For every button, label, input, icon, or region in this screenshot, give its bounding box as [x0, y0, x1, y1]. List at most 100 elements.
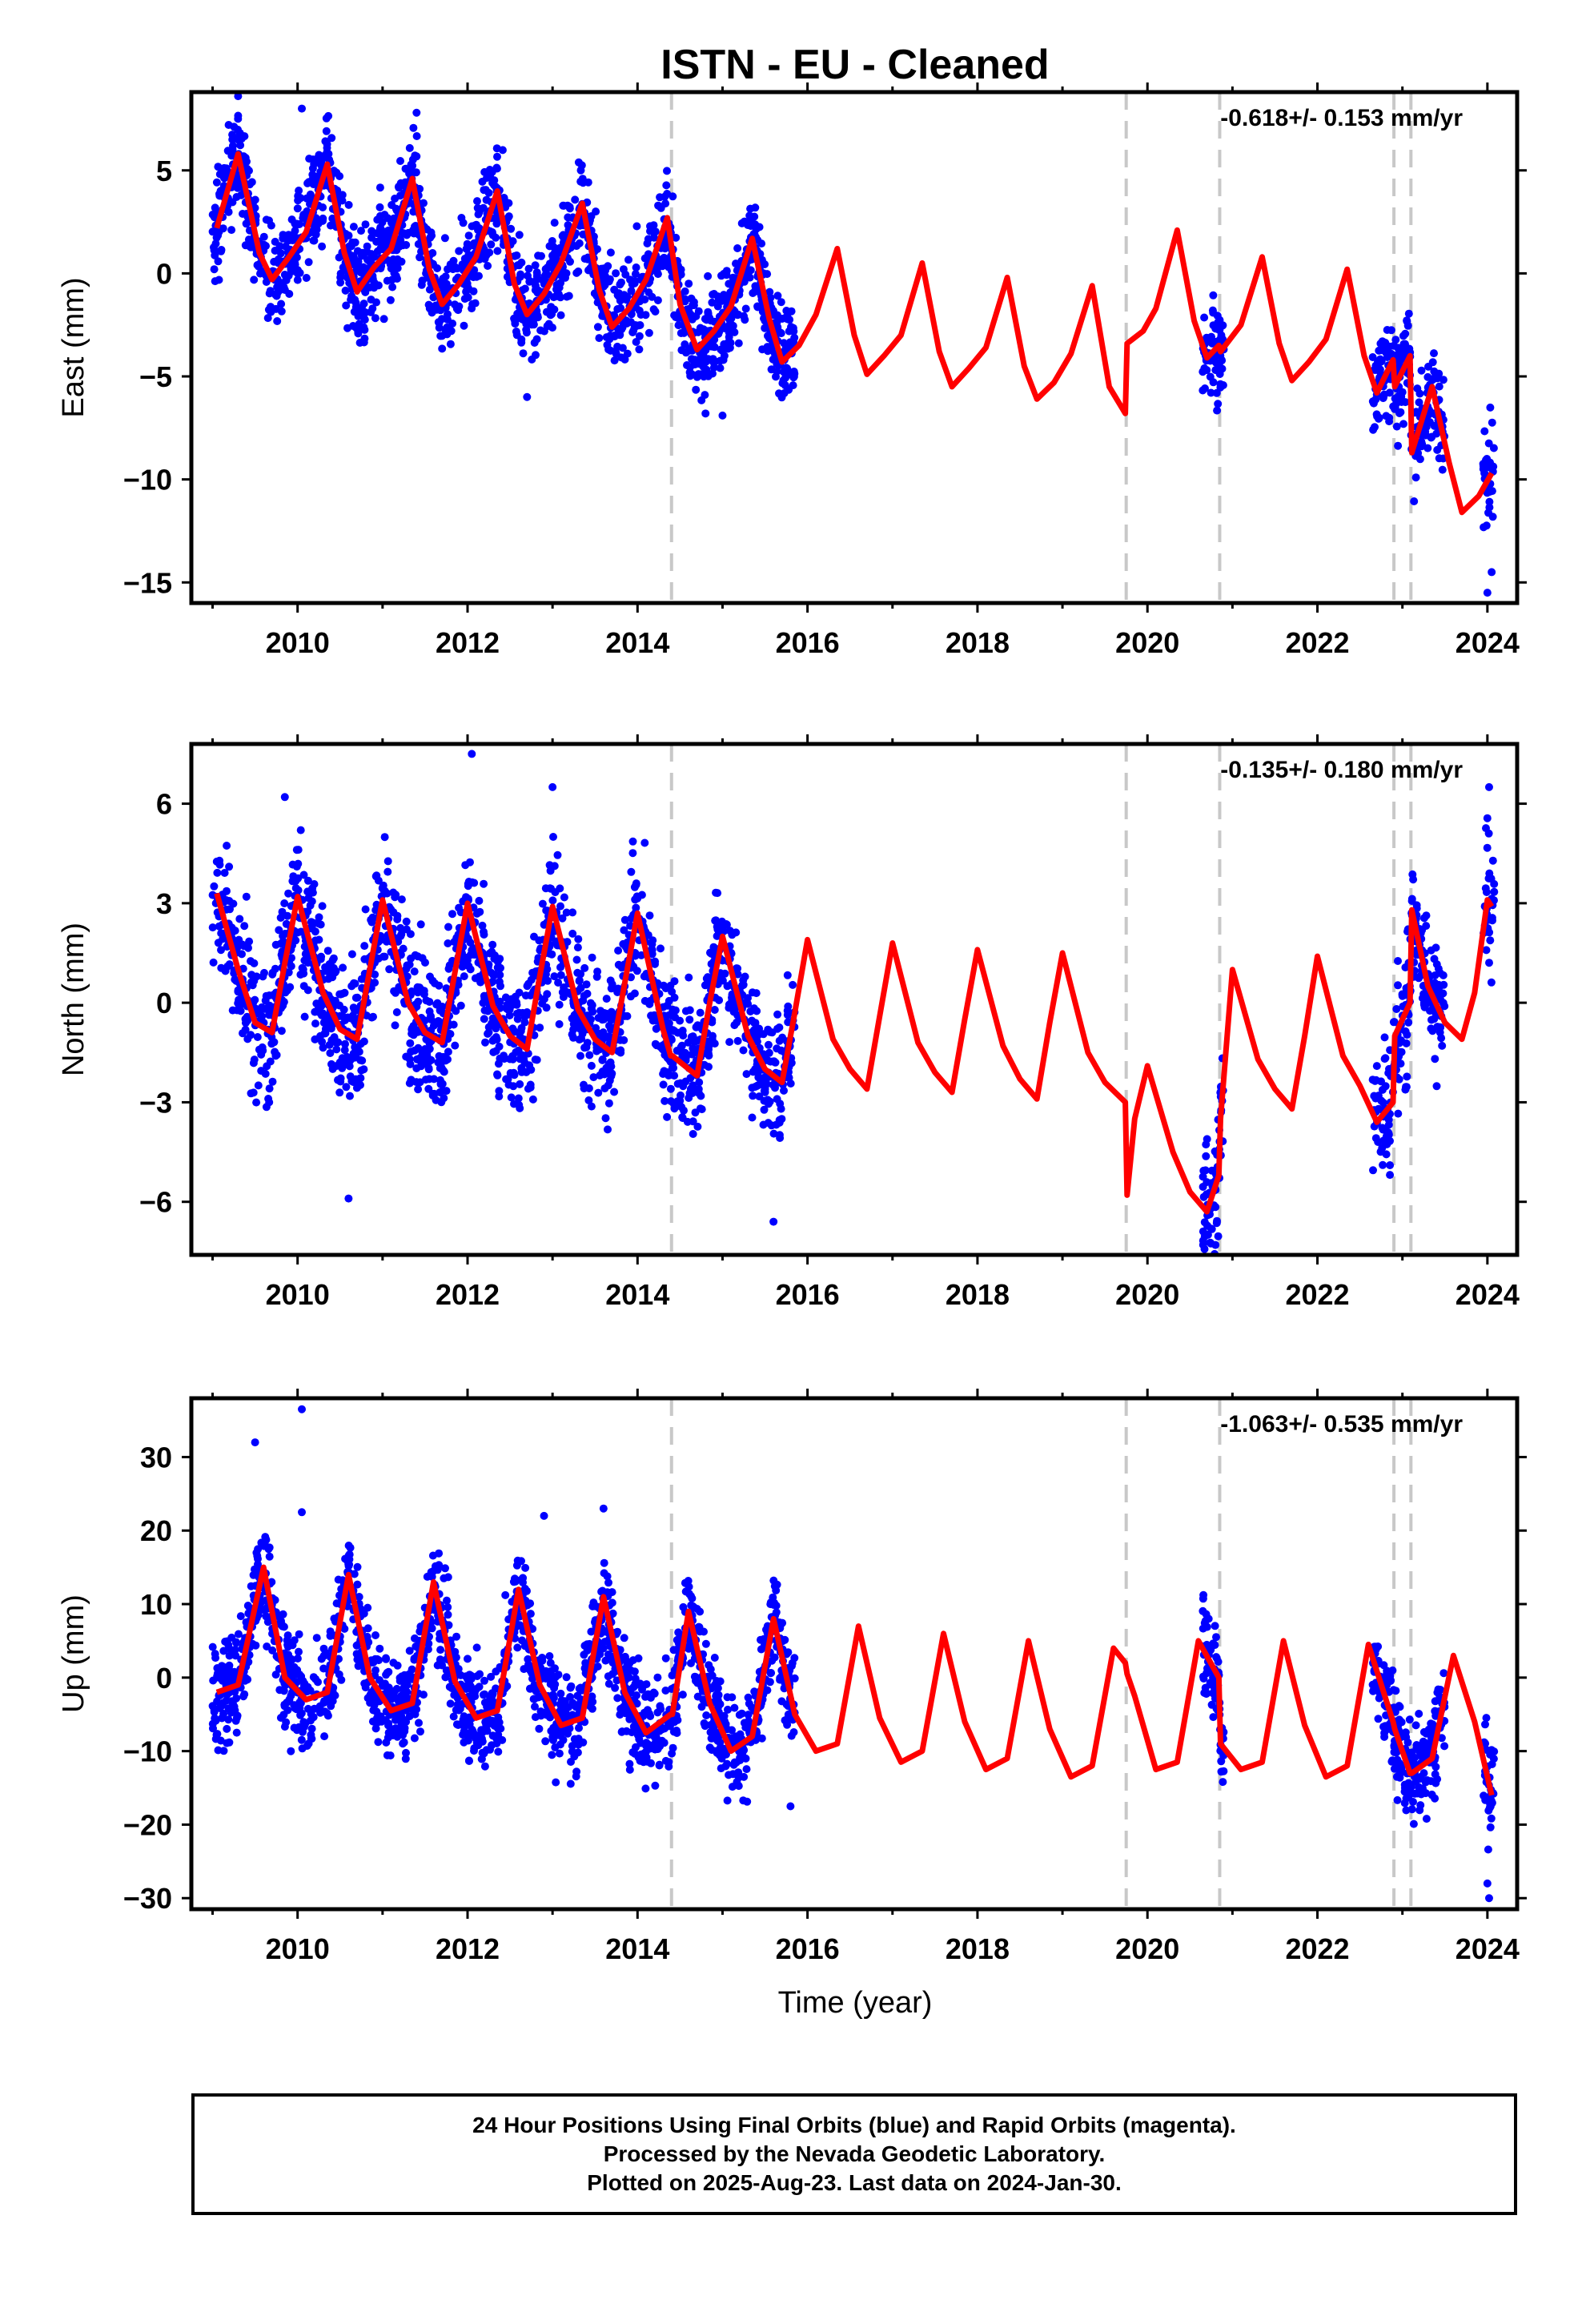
data-point — [576, 166, 585, 175]
data-point — [372, 871, 381, 880]
data-point — [493, 963, 502, 972]
data-point — [606, 248, 615, 257]
data-point — [397, 895, 406, 904]
data-point — [1211, 1240, 1220, 1249]
data-point — [777, 298, 785, 307]
data-point — [411, 951, 420, 959]
data-point — [1438, 465, 1447, 474]
data-point — [670, 993, 679, 1002]
data-point — [318, 242, 327, 251]
data-point — [501, 1590, 510, 1599]
data-point — [777, 1104, 785, 1113]
data-point — [1199, 1227, 1207, 1236]
data-point — [351, 296, 359, 304]
data-point — [607, 1007, 616, 1016]
data-point — [507, 224, 516, 233]
data-point — [367, 918, 376, 927]
y-tick-label: −15 — [123, 566, 172, 599]
data-point — [598, 1055, 607, 1064]
data-point — [281, 242, 290, 251]
data-point — [1382, 1150, 1391, 1159]
data-point — [593, 245, 601, 254]
data-point — [215, 190, 223, 199]
data-point — [651, 308, 660, 316]
data-point — [245, 937, 254, 946]
data-point — [340, 1046, 349, 1055]
data-point — [648, 950, 656, 959]
data-point — [516, 270, 525, 279]
data-point — [567, 1682, 576, 1691]
data-point — [275, 926, 283, 935]
data-point — [594, 1088, 603, 1097]
data-point — [431, 979, 440, 987]
data-point — [776, 1134, 785, 1142]
data-point — [436, 1646, 445, 1655]
data-point — [271, 304, 280, 313]
data-point — [293, 266, 302, 275]
data-point — [614, 960, 623, 969]
data-point — [1391, 336, 1400, 344]
data-point — [667, 1097, 676, 1106]
panel-up: 2010 2012 2014 2016 2018 2020 2022 20243020100−… — [57, 1389, 1527, 1965]
data-point — [292, 862, 301, 871]
data-point — [784, 1002, 793, 1011]
data-point — [604, 1125, 612, 1134]
data-point — [440, 1574, 448, 1582]
data-point — [644, 250, 652, 259]
observation-points — [208, 92, 1498, 597]
data-point — [1427, 1015, 1435, 1024]
data-point — [1212, 388, 1221, 397]
y-axis-label: North (mm) — [57, 923, 90, 1076]
data-point — [576, 1051, 584, 1060]
data-point — [531, 1703, 539, 1711]
data-point — [312, 999, 321, 1008]
data-point — [1435, 980, 1443, 989]
data-point — [656, 193, 665, 202]
data-point — [256, 269, 264, 278]
data-point — [367, 227, 376, 235]
data-point — [299, 870, 308, 879]
data-point — [707, 959, 716, 968]
data-point — [348, 251, 357, 260]
data-point — [223, 1724, 231, 1733]
x-tick-label: 2016 — [776, 626, 840, 659]
data-point — [751, 282, 760, 291]
data-point — [627, 867, 636, 876]
data-point — [587, 1061, 596, 1070]
data-point — [500, 194, 508, 202]
data-point — [494, 1059, 503, 1068]
data-point — [341, 286, 350, 295]
data-point — [488, 179, 497, 187]
data-point — [694, 307, 703, 316]
data-point — [427, 1011, 435, 1020]
data-point — [260, 968, 268, 977]
data-point — [343, 1013, 352, 1022]
data-point — [1427, 432, 1436, 441]
data-point — [616, 1035, 624, 1044]
data-point — [238, 950, 246, 959]
data-point — [646, 222, 654, 231]
data-point — [1199, 386, 1207, 395]
data-point — [417, 280, 426, 289]
data-point — [460, 321, 468, 330]
data-point — [734, 339, 743, 348]
data-point — [1480, 523, 1488, 532]
data-point — [536, 1023, 544, 1032]
data-point — [395, 243, 404, 251]
data-point — [1403, 1072, 1411, 1081]
data-point — [263, 314, 272, 323]
data-point — [1481, 884, 1490, 893]
data-point — [355, 339, 364, 347]
data-point — [709, 1031, 717, 1040]
data-point — [690, 358, 699, 367]
data-point — [676, 1016, 685, 1025]
data-point — [705, 1063, 713, 1072]
data-point — [234, 92, 243, 101]
data-point — [344, 200, 353, 209]
data-point — [515, 1100, 524, 1109]
data-point — [296, 971, 305, 979]
data-point — [764, 1119, 773, 1128]
data-point — [685, 279, 693, 288]
data-point — [632, 263, 640, 271]
data-point — [264, 1095, 273, 1103]
